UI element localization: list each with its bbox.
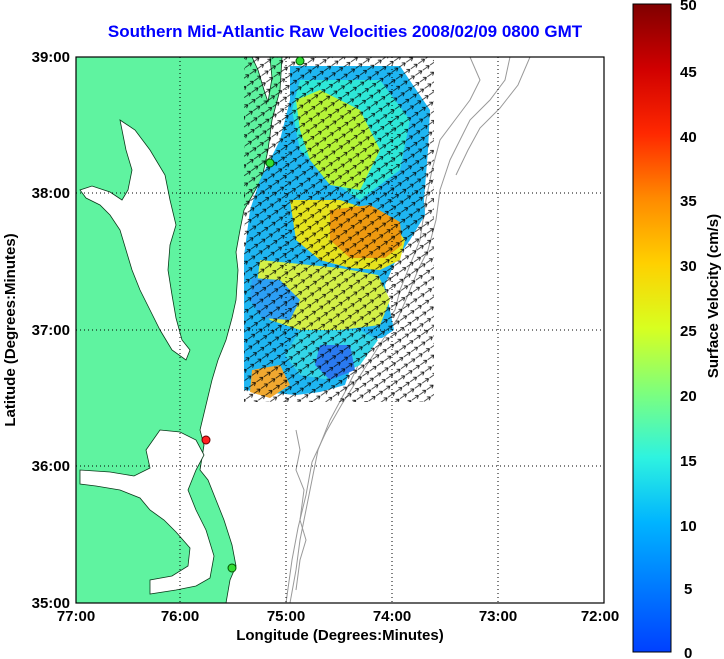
y-axis-label: Latitude (Degrees:Minutes) [2, 233, 19, 426]
colorbar-label: Surface Velocity (cm/s) [705, 214, 722, 378]
y-tick: 39:00 [32, 49, 70, 66]
x-tick: 77:00 [57, 608, 95, 625]
colorbar-tick: 5 [684, 581, 692, 598]
y-axis-ticks: 39:00 38:00 37:00 36:00 35:00 [32, 49, 70, 612]
velocity-field [244, 57, 434, 402]
colorbar-ticks: 50 45 40 35 30 25 20 15 10 5 0 [680, 0, 697, 659]
colorbar-tick: 10 [680, 518, 697, 535]
x-axis-ticks: 77:00 76:00 75:00 74:00 73:00 72:00 [57, 608, 619, 625]
x-tick: 72:00 [581, 608, 619, 625]
map-title: Southern Mid-Atlantic Raw Velocities 200… [107, 22, 583, 41]
y-tick: 35:00 [32, 595, 70, 612]
bay-water [79, 119, 191, 361]
x-tick: 74:00 [373, 608, 411, 625]
x-tick: 75:00 [267, 608, 305, 625]
x-tick: 73:00 [479, 608, 517, 625]
colorbar-tick: 20 [680, 388, 697, 405]
colorbar-tick: 0 [684, 645, 692, 659]
colorbar-tick: 15 [680, 453, 697, 470]
colorbar-tick: 35 [680, 193, 697, 210]
station-marker[interactable] [227, 563, 237, 573]
station-marker-alert[interactable] [201, 435, 211, 445]
colorbar-tick: 45 [680, 64, 697, 81]
x-axis-label: Longitude (Degrees:Minutes) [236, 627, 444, 644]
station-marker[interactable] [265, 158, 275, 168]
sound-water [79, 429, 215, 595]
grid-lines [76, 57, 604, 603]
colorbar-tick: 25 [680, 323, 697, 340]
colorbar-tick: 40 [680, 129, 697, 146]
colorbar-tick: 50 [680, 0, 697, 14]
y-tick: 36:00 [32, 458, 70, 475]
y-tick: 37:00 [32, 322, 70, 339]
y-tick: 38:00 [32, 185, 70, 202]
colorbar-tick: 30 [680, 258, 697, 275]
colorbar [632, 3, 672, 653]
x-tick: 76:00 [161, 608, 199, 625]
station-marker[interactable] [295, 56, 305, 66]
